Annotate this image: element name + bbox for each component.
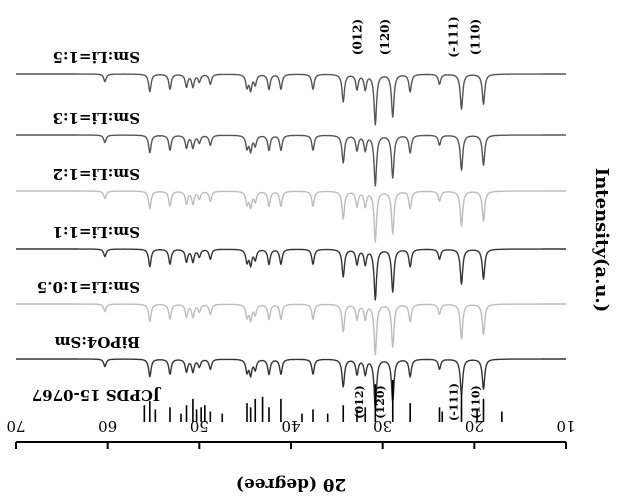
x-tick-label: 20 — [465, 417, 484, 435]
x-tick-label: 50 — [190, 417, 209, 435]
x-tick-label: 40 — [281, 417, 300, 435]
series-label-layer: Sm:Li=1:5 Sm:Li=1:3 Sm:Li=1:2 Sm:Li=1:1 Sm:L… — [32, 48, 162, 404]
x-tick-label: 60 — [98, 417, 117, 435]
x-tick-label: 70 — [6, 417, 25, 435]
x-tick-label: 30 — [373, 417, 392, 435]
hkl-label: (110) — [469, 19, 483, 55]
series-line-4 — [15, 303, 567, 356]
series-label-3: Sm:Li=1:1 — [53, 223, 140, 241]
hkl-label: (-111) — [447, 16, 461, 57]
series-line-2 — [15, 190, 567, 243]
series-layer — [15, 73, 567, 411]
series-label-4: Sm:Li=1:0.5 — [37, 278, 140, 296]
hkl-label: (120) — [378, 19, 392, 55]
series-label-0: Sm:Li=1:5 — [53, 48, 140, 66]
y-axis-title: Intensity(a.u.) — [591, 168, 612, 312]
reference-layer — [143, 380, 503, 422]
hkl-label: (120) — [374, 385, 387, 418]
series-label-1: Sm:Li=1:3 — [53, 109, 140, 127]
series-line-0 — [15, 73, 567, 126]
x-axis-title: 2θ (degree) — [236, 474, 346, 494]
hkl-label: (012) — [350, 19, 364, 55]
x-axis: 10 20 30 40 50 60 70 — [6, 417, 576, 449]
series-label-2: Sm:Li=1:2 — [53, 165, 140, 183]
hkl-label: (012) — [353, 385, 366, 418]
reference-label: JCPDS 15-0767 — [32, 386, 162, 404]
series-line-1 — [15, 134, 567, 187]
series-line-5 — [15, 358, 567, 411]
annotation-layer: (110) (-111) (120) (012) (110) (-111) (120) (01… — [350, 16, 482, 421]
series-line-3 — [15, 248, 567, 301]
series-label-5: BiPO4:Sm — [54, 333, 140, 351]
hkl-label: (-111) — [448, 383, 461, 421]
x-tick-label: 10 — [556, 417, 575, 435]
hkl-label: (110) — [470, 385, 483, 418]
